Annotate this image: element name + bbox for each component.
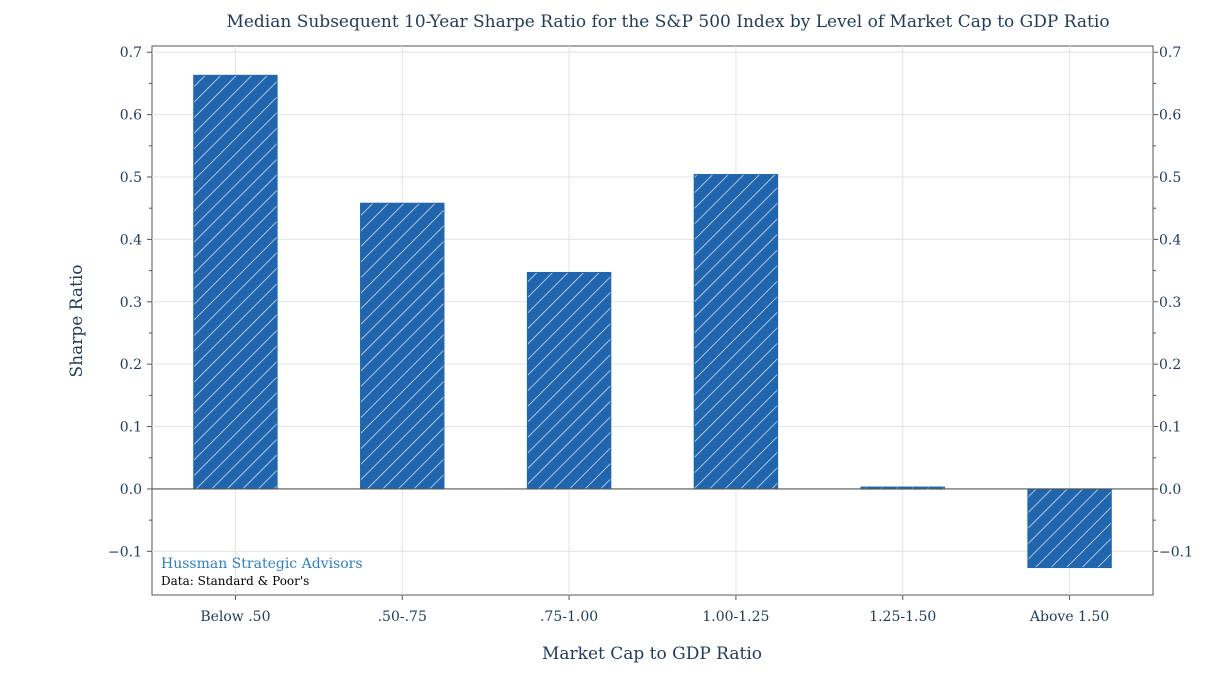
grid (152, 46, 1153, 595)
y-tick-label-left: 0.6 (120, 108, 142, 124)
y-tick-label-left: 0.3 (120, 295, 142, 311)
x-tick-label: .75-1.00 (540, 609, 598, 625)
bar-50-75 (360, 202, 445, 490)
bar-below-50 (193, 74, 278, 490)
y-tick-label-right: 0.2 (1159, 357, 1181, 373)
x-tick-label: .50-.75 (378, 609, 427, 625)
y-tick-label-right: 0.1 (1159, 420, 1181, 436)
x-tick-label: 1.00-1.25 (702, 609, 769, 625)
y-tick-label-right: 0.3 (1159, 295, 1181, 311)
bar-1-00-1-25 (693, 174, 779, 490)
y-axis-label: Sharpe Ratio (67, 264, 87, 377)
y-axis-left: −0.1 0.0 0.1 0.2 0.3 0.4 0.5 0.6 0.7 (108, 45, 152, 560)
x-tick-label: Below .50 (200, 609, 270, 625)
y-tick-label-left: 0.4 (120, 232, 142, 248)
bars (193, 74, 1112, 569)
x-axis: Below .50 .50-.75 .75-1.00 1.00-1.25 1.25-1.… (200, 595, 1109, 625)
y-tick-label-right: 0.0 (1159, 482, 1181, 498)
watermark-org: Hussman Strategic Advisors (161, 556, 363, 572)
y-tick-label-left: 0.7 (120, 45, 142, 61)
plot-area (151, 45, 1154, 596)
y-axis-right: −0.1 0.0 0.1 0.2 0.3 0.4 0.5 0.6 0.7 (1153, 45, 1193, 560)
bar-above-1-50 (1027, 488, 1112, 569)
y-tick-label-right: 0.6 (1159, 108, 1181, 124)
bar-75-1-00 (526, 271, 612, 490)
x-tick-label: 1.25-1.50 (869, 609, 936, 625)
y-tick-label-left: 0.1 (120, 420, 142, 436)
watermark-source: Data: Standard & Poor's (161, 574, 309, 588)
x-axis-label: Market Cap to GDP Ratio (542, 644, 762, 664)
x-tick-label: Above 1.50 (1029, 609, 1109, 625)
y-tick-label-left: 0.0 (120, 482, 142, 498)
y-tick-label-right: 0.5 (1159, 170, 1181, 186)
y-tick-label-left: 0.2 (120, 357, 142, 373)
y-tick-label-right: −0.1 (1159, 544, 1193, 560)
y-tick-label-right: 0.4 (1159, 232, 1181, 248)
y-tick-label-left: 0.5 (120, 170, 142, 186)
y-tick-label-right: 0.7 (1159, 45, 1181, 61)
chart-title: Median Subsequent 10-Year Sharpe Ratio f… (226, 12, 1109, 32)
y-tick-label-left: −0.1 (108, 544, 142, 560)
